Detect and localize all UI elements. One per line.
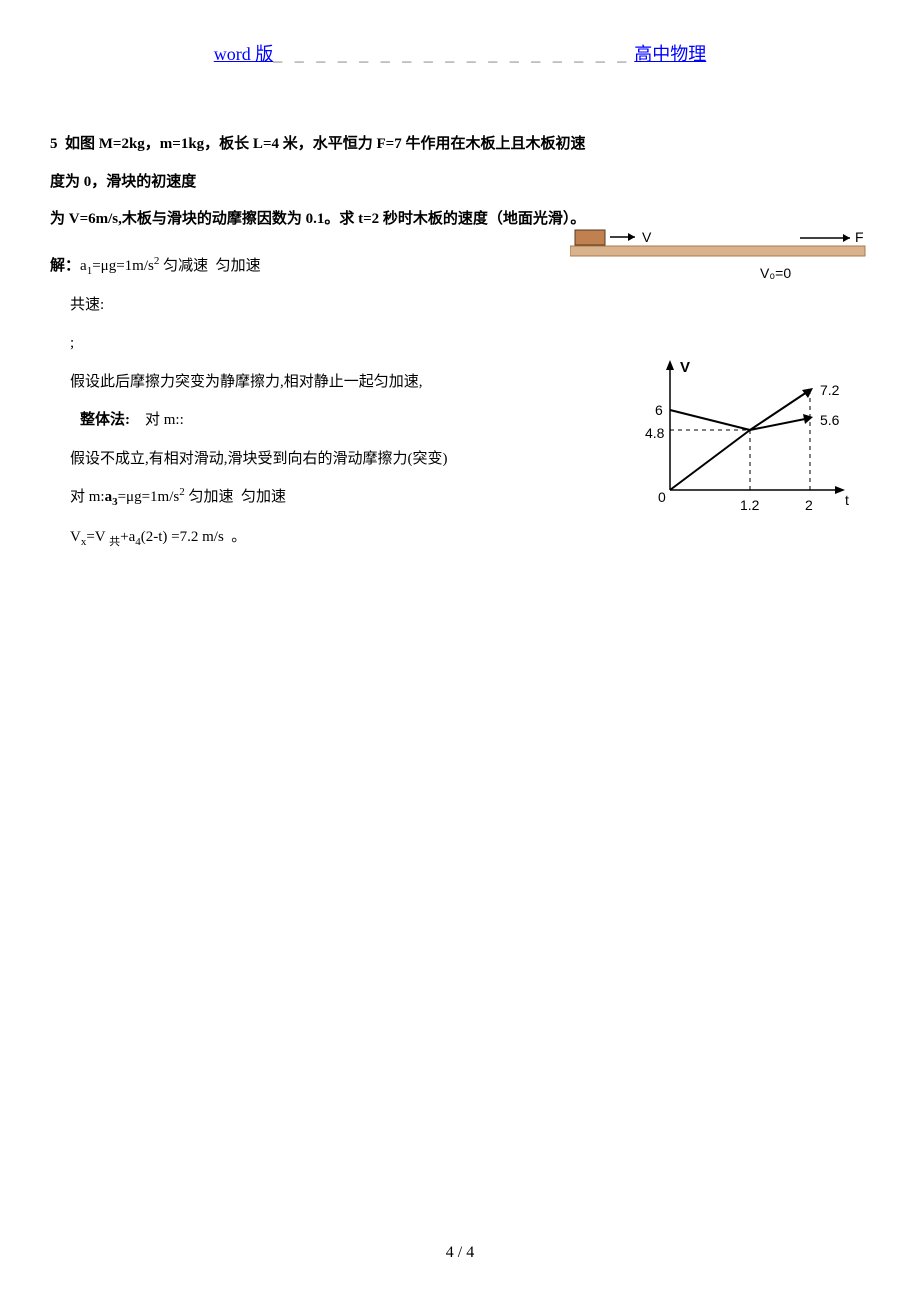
solution-line-7: 对 m:a3=μg=1m/s2 匀加速 匀加速 (70, 480, 600, 515)
x-val-12: 1.2 (740, 497, 760, 513)
arrow-head-3 (802, 388, 813, 398)
problem-number: 5 (50, 136, 58, 152)
solution-block: 解：a1=μg=1m/s2 匀减速 匀加速 共速: ; 假设此后摩擦力突变为静摩… (50, 249, 600, 555)
f-label: F (855, 229, 864, 245)
y-axis-label: V (680, 360, 690, 376)
header-dashes: _ _ _ _ _ _ _ _ _ _ _ _ _ _ _ _ _ (273, 44, 630, 64)
velocity-time-graph: V t 6 4.8 7.2 5.6 0 1.2 2 (630, 360, 860, 520)
line-seg-2 (670, 430, 750, 490)
line-seg-1 (670, 410, 750, 430)
small-block (575, 230, 605, 245)
x-val-2: 2 (805, 497, 813, 513)
solution-5a: 整体法: (80, 412, 130, 428)
page-header: word 版_ _ _ _ _ _ _ _ _ _ _ _ _ _ _ _ _ … (50, 40, 870, 66)
x-axis-label: t (845, 492, 849, 508)
solution-line-4: 假设此后摩擦力突变为静摩擦力,相对静止一起匀加速, (70, 365, 600, 400)
arrow-head-4 (803, 414, 813, 424)
solution-7-pre: 对 m: (70, 489, 105, 505)
y-val-6: 6 (655, 402, 663, 418)
problem-statement: 5 如图 M=2kg，m=1kg，板长 L=4 米，水平恒力 F=7 牛作用在木… (50, 126, 600, 239)
v-arrow-head (628, 233, 635, 241)
v0-label: V₀=0 (760, 265, 791, 281)
problem-text-2: 为 V=6m/s,木板与滑块的动摩擦因数为 0.1。求 t=2 秒时木板的速度（… (50, 211, 585, 227)
header-left: word 版 (214, 44, 274, 64)
solution-line-2: 共速: (70, 288, 600, 323)
solution-line-6: 假设不成立,有相对滑动,滑块受到向右的滑动摩擦力(突变) (70, 442, 600, 477)
solution-line-8: Vx=V 共+a4(2-t) =7.2 m/s 。 (70, 520, 600, 555)
solution-7-bold: a3 (105, 489, 118, 505)
solution-label: 解： (50, 258, 80, 274)
solution-line-1: 解：a1=μg=1m/s2 匀减速 匀加速 (50, 249, 600, 284)
solution-1-rest: a1=μg=1m/s2 匀减速 匀加速 (80, 258, 261, 274)
page-footer: 4 / 4 (0, 1244, 920, 1262)
f-arrow-head (843, 234, 850, 242)
content-area: 5 如图 M=2kg，m=1kg，板长 L=4 米，水平恒力 F=7 牛作用在木… (50, 126, 600, 555)
y-val-48: 4.8 (645, 425, 665, 441)
board-rect (570, 246, 865, 256)
origin-label: 0 (658, 489, 666, 505)
solution-5b: 对 m:: (145, 412, 184, 428)
y-val-72: 7.2 (820, 382, 840, 398)
y-axis-arrow (666, 360, 674, 370)
solution-7-rest: =μg=1m/s2 匀加速 匀加速 (118, 489, 286, 505)
header-right: 高中物理 (634, 44, 706, 64)
solution-line-3: ; (70, 326, 600, 361)
solution-line-5: 整体法: 对 m:: (80, 403, 600, 438)
x-axis-arrow (835, 486, 845, 494)
problem-text-1: 如图 M=2kg，m=1kg，板长 L=4 米，水平恒力 F=7 牛作用在木板上… (50, 136, 585, 190)
v-label: V (642, 229, 652, 245)
block-board-diagram: V F V₀=0 (570, 228, 870, 288)
y-val-56: 5.6 (820, 412, 840, 428)
